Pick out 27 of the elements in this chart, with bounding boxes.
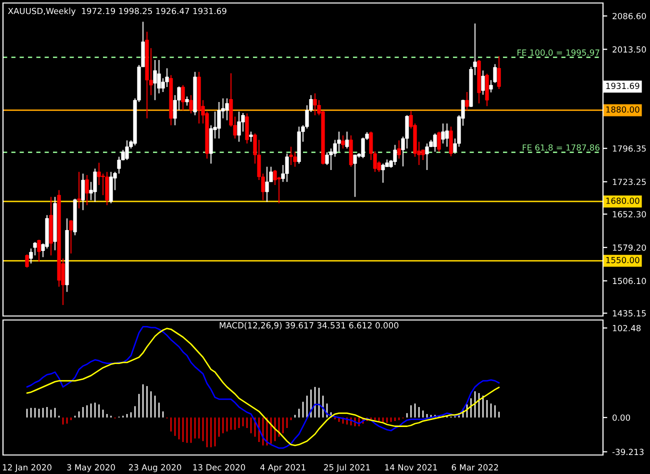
ref-line-label: FE 100.0 = 1995.97 xyxy=(518,49,600,56)
x-tick-label: 3 May 2020 xyxy=(67,464,115,472)
x-tick-label: 23 Aug 2020 xyxy=(128,464,182,472)
y-tick-label: 1796.35 xyxy=(612,145,646,152)
ref-line-label: 1550.00 xyxy=(606,256,640,264)
y-tick-label: 1435.15 xyxy=(612,310,646,316)
text: XAUUSD,Weekly 1972.19 1998.25 1926.47 1931.69 xyxy=(8,8,226,16)
x-tick-label: 13 Dec 2020 xyxy=(193,464,246,470)
y-tick-label: 102.48 xyxy=(612,324,641,332)
y-tick-label: 2086.60 xyxy=(612,12,646,20)
ref-line-label: 1680.00 xyxy=(606,198,640,204)
y-tick-label: 1579.20 xyxy=(612,244,646,251)
y-tick-label: 1506.10 xyxy=(612,278,646,284)
x-tick-label: 14 Nov 2021 xyxy=(385,464,437,470)
chart-title: MACD(12,26,9) 39.617 34.531 6.612 0.000 xyxy=(220,322,398,330)
ref-line-label: FE 61.8 = 1787.86 xyxy=(522,144,600,151)
y-tick-label: 2013.50 xyxy=(612,46,646,53)
y-tick-label: 1652.30 xyxy=(612,211,646,218)
x-tick-label: 25 Jul 2021 xyxy=(324,464,370,472)
y-tick-label: 0.00 xyxy=(612,414,630,421)
y-tick-label: 1723.25 xyxy=(612,178,646,186)
x-tick-label: 6 Mar 2022 xyxy=(452,464,498,470)
y-tick-label: -39.213 xyxy=(612,448,644,456)
ref-line-label: 1880.00 xyxy=(606,106,640,113)
text: 1931.69 xyxy=(606,82,640,90)
x-tick-label: 4 Apr 2021 xyxy=(260,464,306,472)
x-tick-label: 12 Jan 2020 xyxy=(2,464,52,472)
